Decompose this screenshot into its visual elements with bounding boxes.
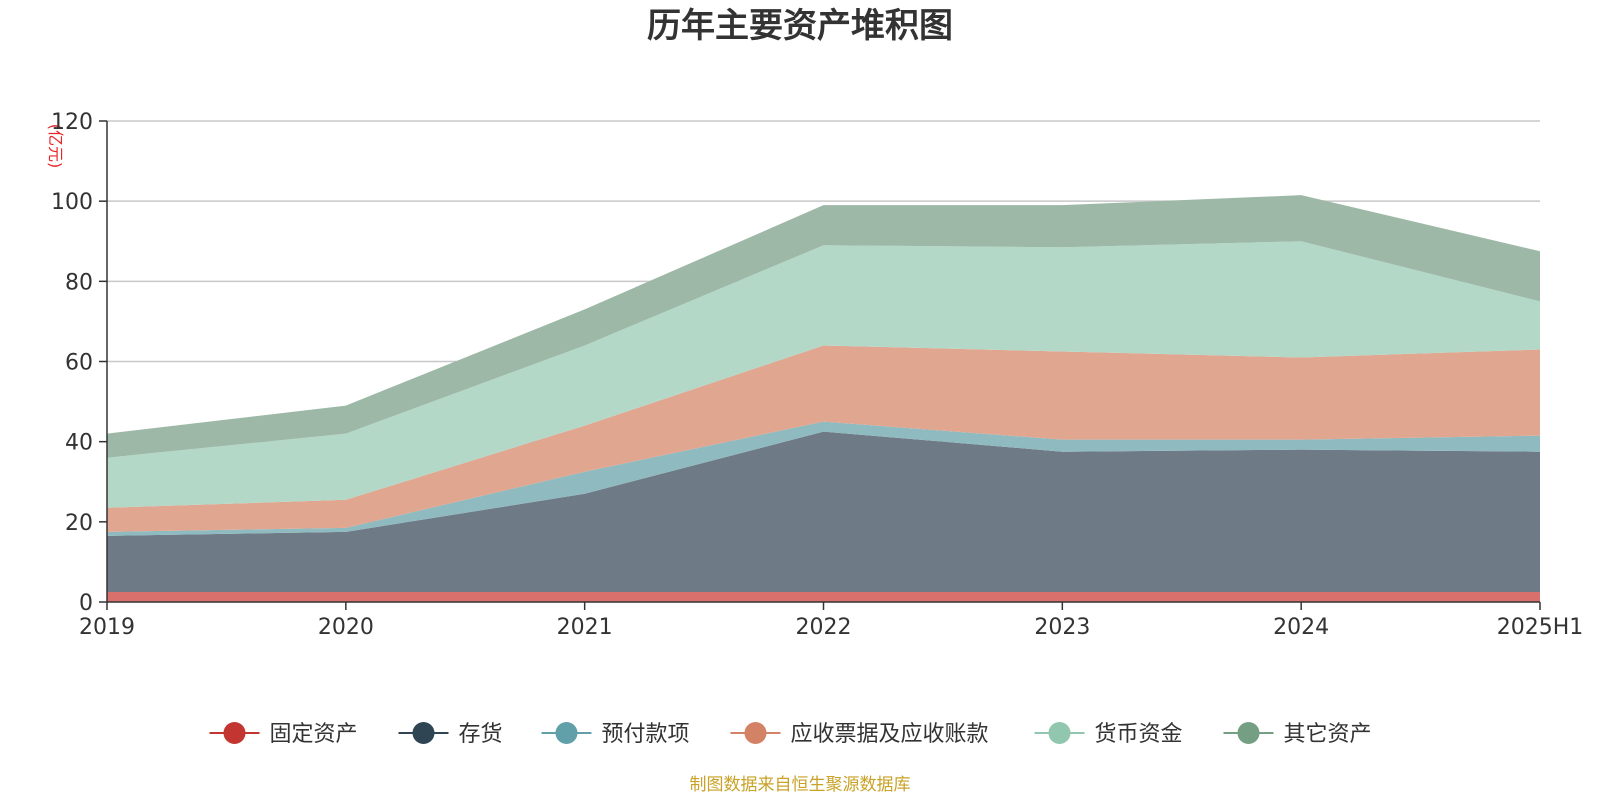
y-tick-label-3: 60: [65, 351, 93, 376]
x-tick-label-0: 2019: [79, 615, 135, 640]
y-tick-label-1: 20: [65, 511, 93, 536]
legend: 固定资产 存货 预付款项 应收票据及应收账款 货币资金 其它资产: [209, 722, 1372, 747]
x-tick-label-6: 2025H1: [1497, 615, 1584, 640]
legend-marker-0: [223, 722, 246, 744]
area-series-0: [107, 591, 1540, 602]
area-series-1: [107, 431, 1540, 592]
x-tick-label-3: 2022: [796, 615, 852, 640]
y-axis-unit: (亿元): [46, 124, 65, 169]
legend-marker-2: [555, 722, 578, 744]
legend-label-2: 预付款项: [602, 722, 690, 747]
x-tick-label-2: 2021: [557, 615, 613, 640]
x-tick-label-1: 2020: [318, 615, 374, 640]
legend-label-0: 固定资产: [270, 722, 358, 747]
legend-marker-4: [1048, 722, 1071, 744]
chart-title: 历年主要资产堆积图: [647, 6, 953, 46]
legend-item-4[interactable]: 货币资金: [1034, 722, 1183, 747]
axes: 0 20 40 60 80 100 120 2019 2020 2021 2022 2023 2024 2…: [51, 110, 1583, 640]
legend-marker-1: [412, 722, 435, 744]
source-note: 制图数据来自恒生聚源数据库: [690, 775, 911, 795]
legend-label-4: 货币资金: [1095, 722, 1183, 747]
y-tick-label-5: 100: [51, 190, 93, 215]
legend-label-1: 存货: [459, 722, 503, 747]
legend-label-3: 应收票据及应收账款: [791, 722, 989, 747]
legend-item-1[interactable]: 存货: [398, 722, 503, 747]
area-series-4: [107, 241, 1540, 508]
area-series: [107, 195, 1540, 602]
legend-item-3[interactable]: 应收票据及应收账款: [730, 722, 989, 747]
area-series-5: [107, 195, 1540, 458]
legend-item-5[interactable]: 其它资产: [1223, 722, 1372, 747]
x-tick-label-4: 2023: [1034, 615, 1090, 640]
legend-item-0[interactable]: 固定资产: [209, 722, 358, 747]
area-series-2: [107, 421, 1540, 536]
legend-marker-3: [744, 722, 767, 744]
y-tick-label-2: 40: [65, 431, 93, 456]
y-tick-label-4: 80: [65, 270, 93, 295]
area-series-3: [107, 345, 1540, 532]
y-tick-label-0: 0: [79, 591, 93, 616]
y-tick-label-6: 120: [51, 110, 93, 135]
legend-item-2[interactable]: 预付款项: [541, 722, 690, 747]
legend-marker-5: [1237, 722, 1260, 744]
x-tick-label-5: 2024: [1273, 615, 1329, 640]
legend-label-5: 其它资产: [1284, 722, 1372, 747]
